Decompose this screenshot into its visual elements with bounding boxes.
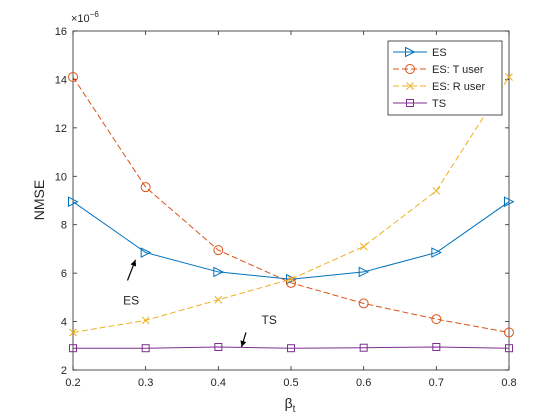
legend-swatch-marker: [405, 64, 415, 74]
x-tick-label: 0.3: [138, 377, 153, 389]
y-tick-label: 2: [61, 365, 67, 377]
axis-labels: NMSE βt ×10−6: [31, 10, 296, 415]
y-axis-label: NMSE: [31, 180, 47, 220]
legend-item: ES: [393, 46, 447, 59]
data-point: [505, 73, 513, 81]
y-axis-exponent-power: −6: [90, 10, 100, 19]
data-point: [69, 344, 77, 353]
data-point: [214, 342, 223, 351]
data-point: [431, 314, 442, 325]
series-line: [73, 346, 510, 349]
x-tick-label: 0.7: [429, 377, 444, 389]
legend-item: TS: [393, 98, 446, 110]
x-axis-label: βt: [285, 395, 296, 415]
data-point: [69, 328, 77, 337]
annotation: ES: [123, 259, 139, 308]
data-point: [432, 186, 441, 195]
legend-label: ES: R user: [432, 81, 486, 93]
legend-label: ES: T user: [432, 64, 484, 76]
annotation-layer: ES TS: [123, 259, 277, 348]
data-point: [359, 343, 368, 352]
series-2: [68, 72, 514, 338]
y-tick-label: 4: [61, 317, 67, 329]
annotation-label: TS: [262, 313, 277, 327]
series-4: [69, 342, 513, 353]
data-point: [213, 245, 224, 256]
x-tick-label: 0.6: [356, 377, 371, 389]
data-point: [68, 196, 79, 208]
legend-swatch-marker: [405, 46, 416, 58]
legend-label: TS: [432, 98, 446, 110]
data-point: [359, 242, 368, 251]
series-line: [72, 76, 510, 333]
y-tick-label: 16: [55, 26, 67, 38]
plot-area: 0.2 0.3 0.4 0.5 0.6 0.7 0.8 2 4 6 8 10 12 14 16: [55, 26, 517, 389]
legend-swatch-marker: [406, 82, 414, 90]
series-3: [69, 73, 513, 337]
data-point: [140, 247, 152, 258]
data-point: [286, 273, 297, 285]
y-tick-label: 14: [55, 74, 67, 86]
data-point: [287, 275, 295, 284]
data-point: [504, 196, 515, 208]
x-tick-label: 0.8: [501, 377, 516, 389]
y-tick-label: 6: [61, 268, 67, 280]
y-tick-label: 10: [55, 171, 67, 183]
x-axis-label-symbol: β: [285, 395, 293, 411]
data-point: [141, 316, 150, 325]
x-tick-label: 0.5: [283, 377, 298, 389]
annotation-label: ES: [123, 294, 139, 308]
data-point: [505, 344, 513, 353]
data-point: [358, 266, 370, 278]
data-point: [504, 327, 514, 338]
legend-swatch-marker: [406, 99, 414, 107]
data-point: [213, 266, 224, 278]
y-axis-exponent-base: ×10: [71, 13, 90, 25]
x-tick-label: 0.4: [211, 377, 226, 389]
y-axis-exponent: ×10−6: [71, 10, 99, 25]
annotation-arrow-head: [130, 259, 137, 267]
legend-item: ES: R user: [393, 81, 486, 93]
legend-item: ES: T user: [393, 64, 484, 76]
data-point: [358, 298, 369, 309]
annotation: TS: [240, 313, 277, 348]
data-point: [214, 295, 223, 304]
series-layer: [68, 72, 515, 353]
y-tick-label: 12: [55, 123, 67, 135]
y-tick-label: 8: [61, 220, 67, 232]
annotation-arrow-head: [240, 340, 247, 347]
data-point: [141, 344, 150, 353]
x-tick-label: 0.2: [65, 377, 80, 389]
data-point: [68, 72, 78, 83]
data-point: [287, 344, 295, 353]
data-point: [140, 182, 151, 193]
x-axis-label-subscript: t: [293, 404, 296, 415]
data-point: [431, 247, 442, 258]
legend: ES ES: T user ES: R user TS: [387, 40, 503, 116]
data-point: [432, 342, 441, 351]
legend-label: ES: [432, 47, 447, 59]
data-point: [286, 277, 296, 288]
